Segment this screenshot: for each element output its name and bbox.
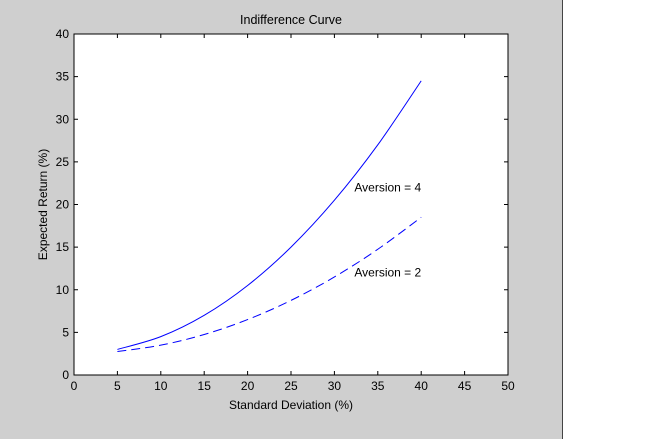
figure-window: 0 5 10 15 20 25 30 35 40 45 50 0 5 10 15 20 25 30 35 40 Ave… (0, 0, 563, 439)
chart: 0 5 10 15 20 25 30 35 40 45 50 0 5 10 15 20 25 30 35 40 Ave… (36, 13, 515, 412)
y-tick-label: 40 (56, 27, 70, 41)
y-tick-label: 15 (56, 240, 70, 254)
x-tick-label: 35 (371, 379, 385, 393)
y-tick-label: 30 (56, 112, 70, 126)
series-annotation: Aversion = 2 (354, 266, 421, 280)
series-line-1 (117, 80, 422, 350)
x-tick-label: 25 (284, 379, 298, 393)
y-tick-label: 35 (56, 70, 70, 84)
x-tick-label: 10 (154, 379, 168, 393)
x-tick-label: 40 (415, 379, 429, 393)
y-axis-label: Expected Return (%) (36, 149, 50, 260)
x-tick-label: 50 (501, 379, 515, 393)
x-tick-label: 15 (198, 379, 212, 393)
x-tick-label: 30 (328, 379, 342, 393)
annotation-layer: Aversion = 4 Aversion = 2 (354, 180, 421, 279)
y-tick-label: 10 (56, 283, 70, 297)
axis-ticks: 0 5 10 15 20 25 30 35 40 45 50 0 5 10 15 20 25 30 35 40 (56, 27, 515, 393)
x-tick-label: 5 (114, 379, 121, 393)
x-tick-label: 0 (71, 379, 78, 393)
series-annotation: Aversion = 4 (354, 180, 421, 194)
y-tick-label: 20 (56, 198, 70, 212)
y-tick-label: 25 (56, 155, 70, 169)
y-tick-label: 5 (62, 325, 69, 339)
x-axis-label: Standard Deviation (%) (229, 398, 353, 412)
series-line-2 (117, 216, 422, 353)
x-tick-label: 45 (458, 379, 472, 393)
plot-area (73, 33, 509, 376)
series-layer (117, 80, 422, 353)
chart-title: Indifference Curve (240, 13, 342, 27)
y-tick-label: 0 (62, 368, 69, 382)
x-tick-label: 20 (241, 379, 255, 393)
